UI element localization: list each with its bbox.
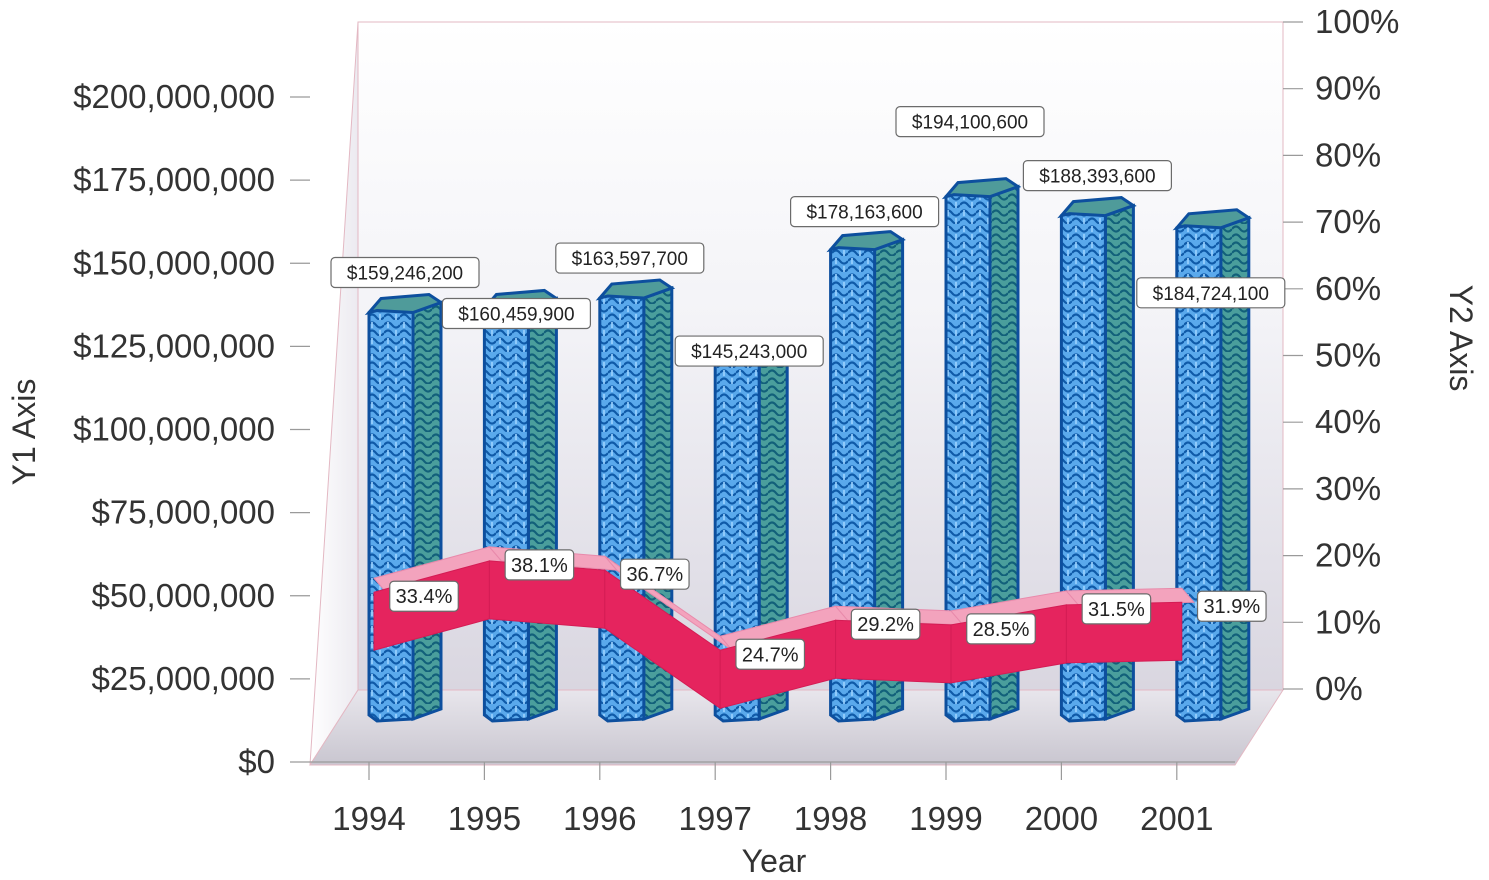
label-box [1196, 590, 1267, 622]
x-axis-title: Year [742, 843, 807, 879]
bar-value-label: $159,246,200 [330, 256, 480, 289]
label-box [674, 335, 824, 367]
bar-top-cap [595, 278, 676, 301]
bar-front-face [482, 300, 530, 723]
label-box [504, 549, 575, 581]
bar-1998 [826, 230, 906, 723]
pct-value-label: 33.4% [389, 580, 459, 612]
bar-1995 [480, 288, 560, 723]
y2-tick-label: 80% [1315, 136, 1381, 173]
label-text: 28.5% [973, 619, 1030, 641]
label-box [441, 297, 591, 330]
pct-value-label: 36.7% [619, 558, 690, 590]
pct-value-label: 29.2% [850, 608, 921, 640]
label-box [1136, 277, 1286, 309]
axes: $0 $25,000,000 $50,000,000 $75,000,000 $100,… [73, 3, 1399, 837]
y1-tick-label: $100,000,000 [73, 411, 275, 448]
bar-1999 [941, 177, 1022, 723]
y2-tick-label: 70% [1315, 203, 1381, 240]
label-text: 31.9% [1203, 596, 1260, 618]
y1-tick-label: $50,000,000 [91, 577, 275, 614]
label-box [789, 196, 940, 228]
y2-tick-label: 50% [1315, 337, 1381, 374]
x-tick-label: 1997 [678, 800, 751, 837]
y2-tick-label: 30% [1315, 470, 1381, 507]
bar-1994 [364, 292, 445, 723]
bar-top-cap [1172, 208, 1253, 231]
bar-value-label: $194,100,600 [895, 106, 1045, 138]
x-tick-label: 2000 [1025, 800, 1098, 837]
label-box [389, 580, 459, 612]
label-box [1022, 159, 1173, 192]
label-box [1081, 593, 1152, 625]
bar-side-face [526, 296, 558, 722]
bar-front-face [598, 290, 646, 723]
label-text: $160,459,900 [458, 304, 574, 325]
label-text: $188,393,600 [1039, 167, 1155, 188]
label-text: 33.4% [396, 586, 453, 608]
x-tick-label: 1998 [794, 800, 867, 837]
label-text: 24.7% [742, 644, 799, 666]
pct-value-label: 31.5% [1081, 593, 1152, 625]
label-text: $178,163,600 [806, 203, 922, 224]
y1-tick-label: $200,000,000 [73, 78, 275, 115]
label-box [735, 638, 806, 670]
label-text: 29.2% [857, 614, 914, 636]
y2-tick-label: 0% [1315, 670, 1363, 707]
label-text: $145,243,000 [691, 342, 807, 363]
bar-value-label: $163,597,700 [555, 242, 705, 274]
x-tick-label: 1999 [909, 800, 982, 837]
bar-top-cap [364, 292, 445, 316]
y2-tick-label: 90% [1315, 70, 1381, 107]
label-box [850, 608, 921, 640]
label-box [555, 242, 705, 274]
y1-tick-label: $0 [238, 743, 275, 780]
label-text: $184,724,100 [1153, 284, 1269, 305]
y1-tick-label: $25,000,000 [91, 660, 275, 697]
y2-tick-label: 40% [1315, 403, 1381, 440]
label-text: 36.7% [626, 564, 683, 586]
x-tick-label: 1994 [332, 800, 405, 837]
pct-value-label: 28.5% [966, 613, 1036, 645]
pct-value-label: 31.9% [1196, 590, 1267, 622]
y2-tick-label: 60% [1315, 270, 1381, 307]
bar-value-label: $160,459,900 [441, 297, 591, 330]
bar-front-face [367, 304, 415, 723]
bar-top-cap [941, 177, 1022, 200]
label-box [966, 613, 1036, 645]
y2-tick-label: 100% [1315, 3, 1399, 40]
bar-value-label: $188,393,600 [1022, 159, 1173, 192]
bar-value-label: $184,724,100 [1136, 277, 1286, 309]
floor [309, 689, 1284, 766]
y1-tick-label: $75,000,000 [91, 494, 275, 531]
label-box [330, 256, 480, 289]
label-text: $159,246,200 [347, 264, 463, 285]
bar-value-label: $178,163,600 [789, 196, 940, 228]
label-text: $163,597,700 [572, 249, 688, 270]
left-wall [309, 21, 359, 766]
label-box [619, 558, 690, 590]
label-box [895, 106, 1045, 138]
pct-value-label: 38.1% [504, 549, 575, 581]
y2-tick-label: 10% [1315, 603, 1381, 640]
y2-axis-title: Y2 Axis [1443, 285, 1479, 392]
bar-top-cap [1057, 196, 1137, 219]
label-text: $194,100,600 [912, 113, 1028, 134]
y1-axis-title: Y1 Axis [6, 379, 42, 486]
bar-top-cap [826, 230, 906, 253]
label-text: 31.5% [1088, 599, 1145, 621]
x-tick-label: 2001 [1140, 800, 1213, 837]
x-tick-label: 1996 [563, 800, 636, 837]
label-text: 38.1% [511, 555, 568, 577]
data-labels: $159,246,200 $160,459,900 $163,597,700 $145… [330, 106, 1286, 670]
pct-value-label: 24.7% [735, 638, 806, 670]
y1-tick-label: $125,000,000 [73, 327, 275, 364]
bar-value-label: $145,243,000 [674, 335, 824, 367]
y2-tick-label: 20% [1315, 537, 1381, 574]
x-tick-label: 1995 [448, 800, 521, 837]
bar-side-face [411, 300, 443, 722]
y1-tick-label: $175,000,000 [73, 161, 275, 198]
y1-tick-label: $150,000,000 [73, 244, 275, 281]
